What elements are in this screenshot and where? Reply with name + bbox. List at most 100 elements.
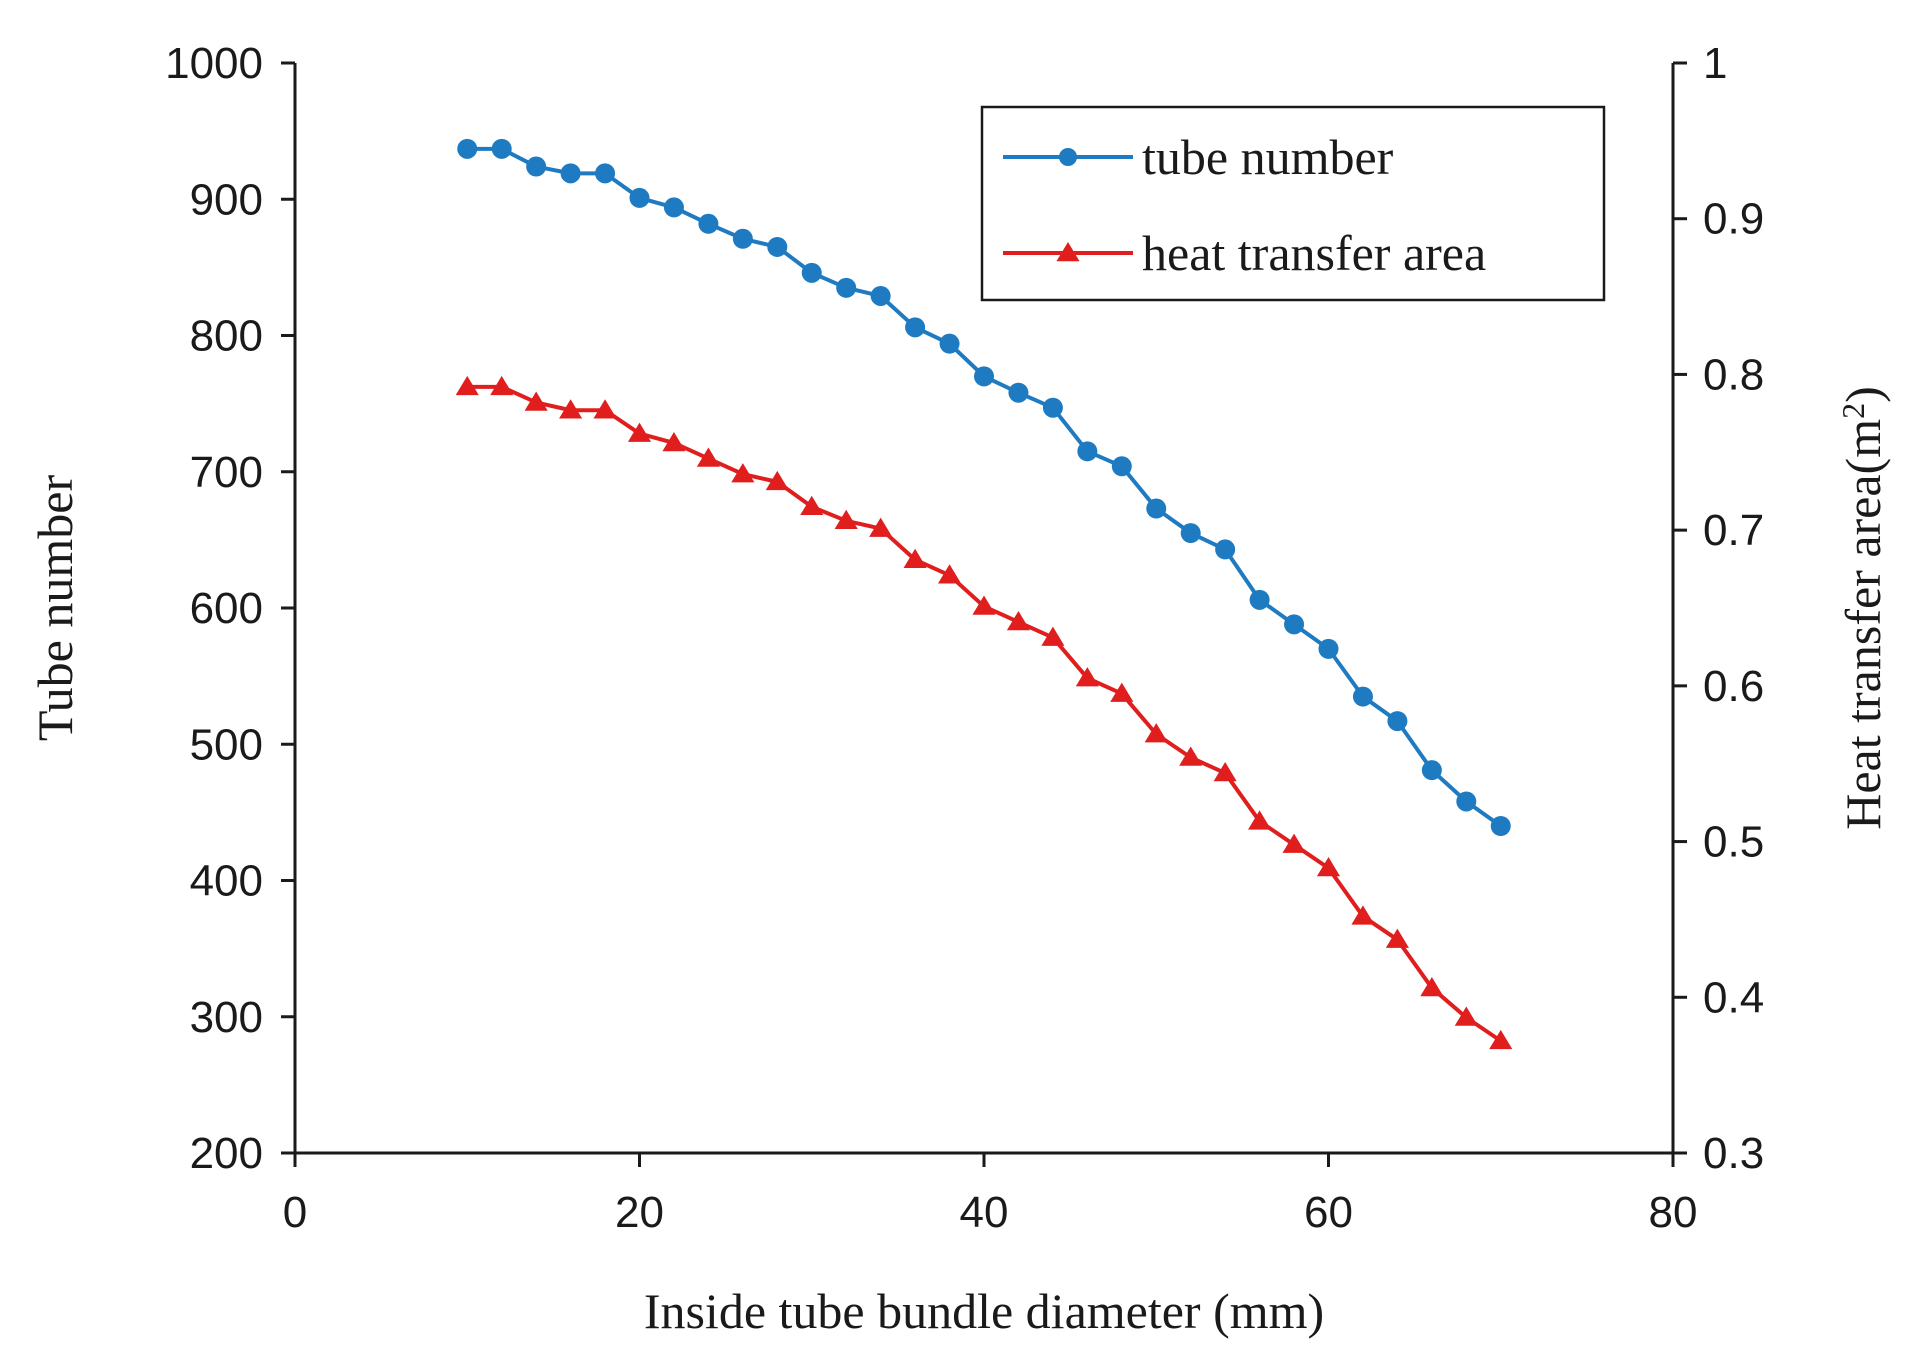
legend-label-heat-transfer-area: heat transfer area xyxy=(1142,225,1486,281)
x-tick-label: 40 xyxy=(960,1188,1009,1237)
data-point-tube-number xyxy=(767,236,788,257)
x-axis-title: Inside tube bundle diameter (mm) xyxy=(644,1283,1324,1339)
data-point-heat-transfer-area xyxy=(731,463,755,483)
data-point-heat-transfer-area xyxy=(696,447,720,467)
data-point-heat-transfer-area xyxy=(903,548,927,568)
right-y-tick-label: 0.3 xyxy=(1703,1129,1764,1178)
right-y-axis-title-end: ) xyxy=(1835,386,1891,403)
data-point-tube-number xyxy=(1249,589,1270,610)
left-y-tick-label: 800 xyxy=(190,312,263,361)
x-tick-label: 0 xyxy=(283,1188,307,1237)
left-y-tick-label: 700 xyxy=(190,448,263,497)
data-point-tube-number xyxy=(1008,382,1029,403)
data-point-heat-transfer-area xyxy=(765,470,789,491)
right-y-tick-label: 0.9 xyxy=(1703,195,1764,244)
data-point-heat-transfer-area xyxy=(524,391,548,411)
data-point-tube-number xyxy=(1284,614,1305,635)
data-point-tube-number xyxy=(1387,711,1408,732)
data-point-tube-number xyxy=(1490,816,1511,836)
data-point-tube-number xyxy=(1042,397,1063,418)
data-point-tube-number xyxy=(1146,498,1167,519)
right-y-tick-label: 0.4 xyxy=(1703,973,1764,1022)
legend-marker-tube-number xyxy=(1059,148,1077,166)
left-y-tick-label: 600 xyxy=(190,584,263,633)
left-y-tick-label: 400 xyxy=(190,857,263,906)
right-y-axis-title-main: Heat transfer area(m xyxy=(1835,419,1891,830)
right-y-tick-label: 0.5 xyxy=(1703,818,1764,867)
data-point-tube-number xyxy=(1456,791,1477,812)
data-point-tube-number xyxy=(1215,539,1236,560)
data-point-heat-transfer-area xyxy=(800,495,824,516)
data-point-heat-transfer-area xyxy=(972,595,996,615)
right-y-tick-label: 1 xyxy=(1703,39,1727,88)
data-point-tube-number xyxy=(939,333,960,354)
data-point-heat-transfer-area xyxy=(1075,667,1099,687)
data-point-heat-transfer-area xyxy=(1351,905,1375,925)
series-layer xyxy=(455,138,1513,1050)
data-point-tube-number xyxy=(560,163,581,184)
data-point-heat-transfer-area xyxy=(1213,762,1237,782)
data-point-tube-number xyxy=(491,138,512,159)
data-point-tube-number xyxy=(1180,523,1201,544)
data-point-tube-number xyxy=(974,366,994,387)
data-point-tube-number xyxy=(836,277,857,298)
data-point-tube-number xyxy=(457,138,478,159)
x-tick-label: 80 xyxy=(1649,1188,1698,1237)
data-point-tube-number xyxy=(526,156,547,177)
series-tube-number xyxy=(457,138,1511,836)
data-point-tube-number xyxy=(905,317,926,338)
data-point-heat-transfer-area xyxy=(1282,833,1306,853)
data-point-heat-transfer-area xyxy=(1385,928,1409,948)
right-y-axis-title-superscript: 2 xyxy=(1835,403,1871,419)
data-point-tube-number xyxy=(1077,441,1098,462)
data-point-tube-number xyxy=(801,262,822,283)
data-point-tube-number xyxy=(629,187,650,208)
left-y-tick-label: 200 xyxy=(190,1129,263,1178)
left-y-axis-title: Tube number xyxy=(27,475,83,742)
x-axis-ticks: 0 20 40 60 80 xyxy=(283,1153,1698,1237)
left-y-tick-label: 900 xyxy=(190,175,263,224)
right-y-axis-title: Heat transfer area(m2) xyxy=(1835,386,1891,830)
left-y-tick-label: 500 xyxy=(190,720,263,769)
data-point-heat-transfer-area xyxy=(1144,723,1168,743)
left-y-tick-label: 300 xyxy=(190,993,263,1042)
data-point-tube-number xyxy=(1352,686,1373,707)
legend-marker-heat-transfer-area xyxy=(1056,242,1080,262)
x-tick-label: 20 xyxy=(615,1188,664,1237)
data-point-heat-transfer-area xyxy=(1454,1006,1478,1026)
right-y-axis-ticks: 0.3 0.4 0.5 0.6 0.7 0.8 0.9 1 xyxy=(1673,39,1764,1178)
right-y-tick-label: 0.7 xyxy=(1703,506,1764,555)
data-point-tube-number xyxy=(732,228,753,249)
chart-legend: tube number heat transfer area xyxy=(980,105,1606,302)
series-line-heat-transfer-area xyxy=(467,384,1502,1043)
data-point-heat-transfer-area xyxy=(938,564,962,584)
left-y-axis-ticks: 200 300 400 500 600 700 800 900 1000 xyxy=(165,39,295,1178)
legend-box xyxy=(980,105,1606,302)
data-point-heat-transfer-area xyxy=(869,517,893,537)
data-point-heat-transfer-area xyxy=(1316,857,1341,877)
data-point-tube-number xyxy=(1318,638,1339,659)
data-point-heat-transfer-area xyxy=(662,431,686,452)
data-point-tube-number xyxy=(663,197,684,218)
data-point-tube-number xyxy=(870,285,891,306)
right-y-tick-label: 0.6 xyxy=(1703,662,1764,711)
data-point-heat-transfer-area xyxy=(593,399,617,419)
data-point-heat-transfer-area xyxy=(1179,746,1203,766)
data-point-heat-transfer-area xyxy=(1420,976,1444,997)
data-point-heat-transfer-area xyxy=(627,422,652,442)
data-point-heat-transfer-area xyxy=(559,399,583,419)
data-point-tube-number xyxy=(698,213,719,234)
data-point-heat-transfer-area xyxy=(1006,611,1030,631)
data-point-tube-number xyxy=(1421,760,1442,781)
data-point-heat-transfer-area xyxy=(1489,1029,1513,1050)
series-heat-transfer-area xyxy=(455,375,1513,1050)
data-point-heat-transfer-area xyxy=(490,375,514,396)
data-point-tube-number xyxy=(595,163,616,184)
data-point-heat-transfer-area xyxy=(1248,810,1272,830)
data-point-heat-transfer-area xyxy=(1110,682,1134,702)
data-point-heat-transfer-area xyxy=(834,509,858,530)
x-tick-label: 60 xyxy=(1304,1188,1353,1237)
data-point-tube-number xyxy=(1111,456,1132,477)
data-point-heat-transfer-area xyxy=(1041,626,1065,646)
